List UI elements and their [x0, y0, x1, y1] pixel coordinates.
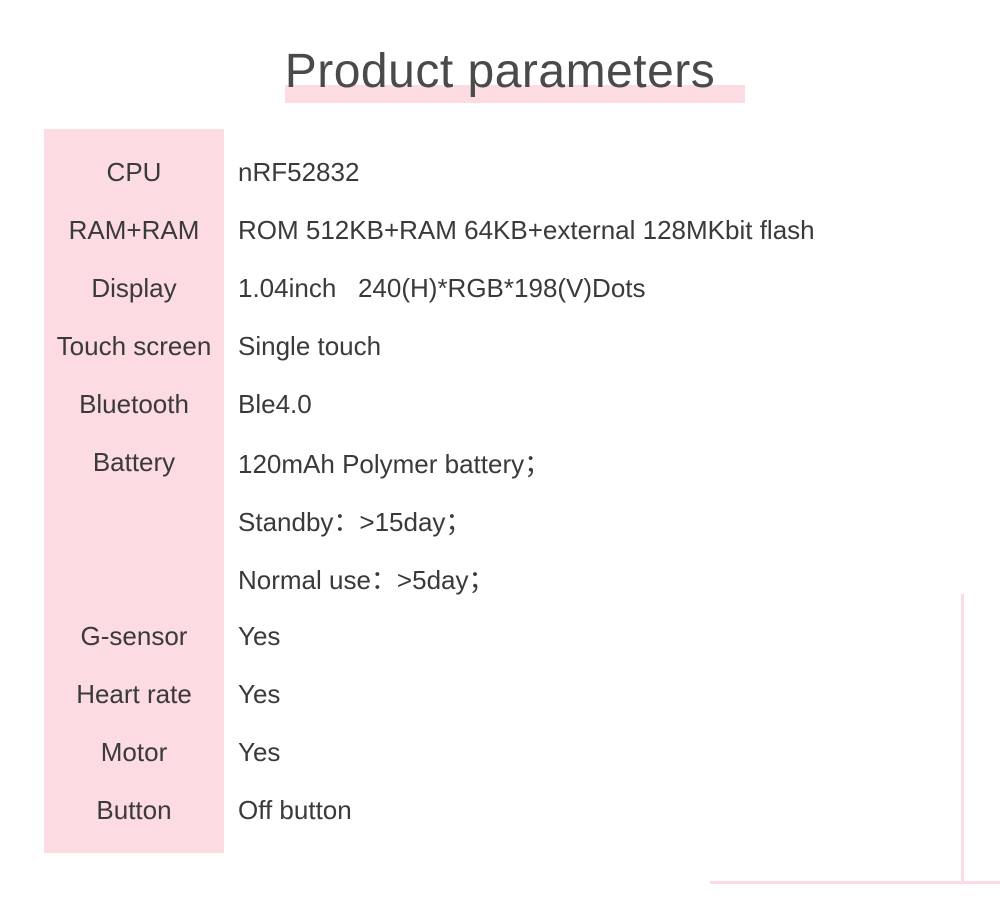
value-bluetooth: Ble4.0	[238, 375, 1000, 433]
title-container: Product parameters	[0, 0, 1000, 129]
label-motor: Motor	[44, 723, 224, 781]
label-column: CPU RAM+RAM Display Touch screen Bluetoo…	[44, 129, 224, 853]
value-battery-line3: Normal use：>5day；	[238, 549, 1000, 607]
label-spacer	[44, 549, 224, 607]
title-text: Product parameters	[285, 45, 716, 98]
label-display: Display	[44, 259, 224, 317]
spec-table: CPU RAM+RAM Display Touch screen Bluetoo…	[44, 129, 1000, 853]
label-bluetooth: Bluetooth	[44, 375, 224, 433]
label-button: Button	[44, 781, 224, 839]
value-cpu: nRF52832	[238, 143, 1000, 201]
label-battery: Battery	[44, 433, 224, 491]
value-gsensor: Yes	[238, 607, 1000, 665]
value-ram: ROM 512KB+RAM 64KB+external 128MKbit fla…	[238, 201, 1000, 259]
value-heartrate: Yes	[238, 665, 1000, 723]
value-touch: Single touch	[238, 317, 1000, 375]
value-battery: 120mAh Polymer battery；	[238, 433, 1000, 491]
decorative-corner-horizontal	[710, 881, 1000, 884]
value-column: nRF52832 ROM 512KB+RAM 64KB+external 128…	[224, 129, 1000, 853]
value-motor: Yes	[238, 723, 1000, 781]
value-button: Off button	[238, 781, 1000, 839]
page-title: Product parameters	[285, 44, 716, 99]
label-cpu: CPU	[44, 143, 224, 201]
label-touch: Touch screen	[44, 317, 224, 375]
label-spacer	[44, 491, 224, 549]
label-gsensor: G-sensor	[44, 607, 224, 665]
decorative-corner-vertical	[961, 594, 964, 884]
value-display: 1.04inch 240(H)*RGB*198(V)Dots	[238, 259, 1000, 317]
label-heartrate: Heart rate	[44, 665, 224, 723]
label-ram: RAM+RAM	[44, 201, 224, 259]
value-battery-line2: Standby：>15day；	[238, 491, 1000, 549]
